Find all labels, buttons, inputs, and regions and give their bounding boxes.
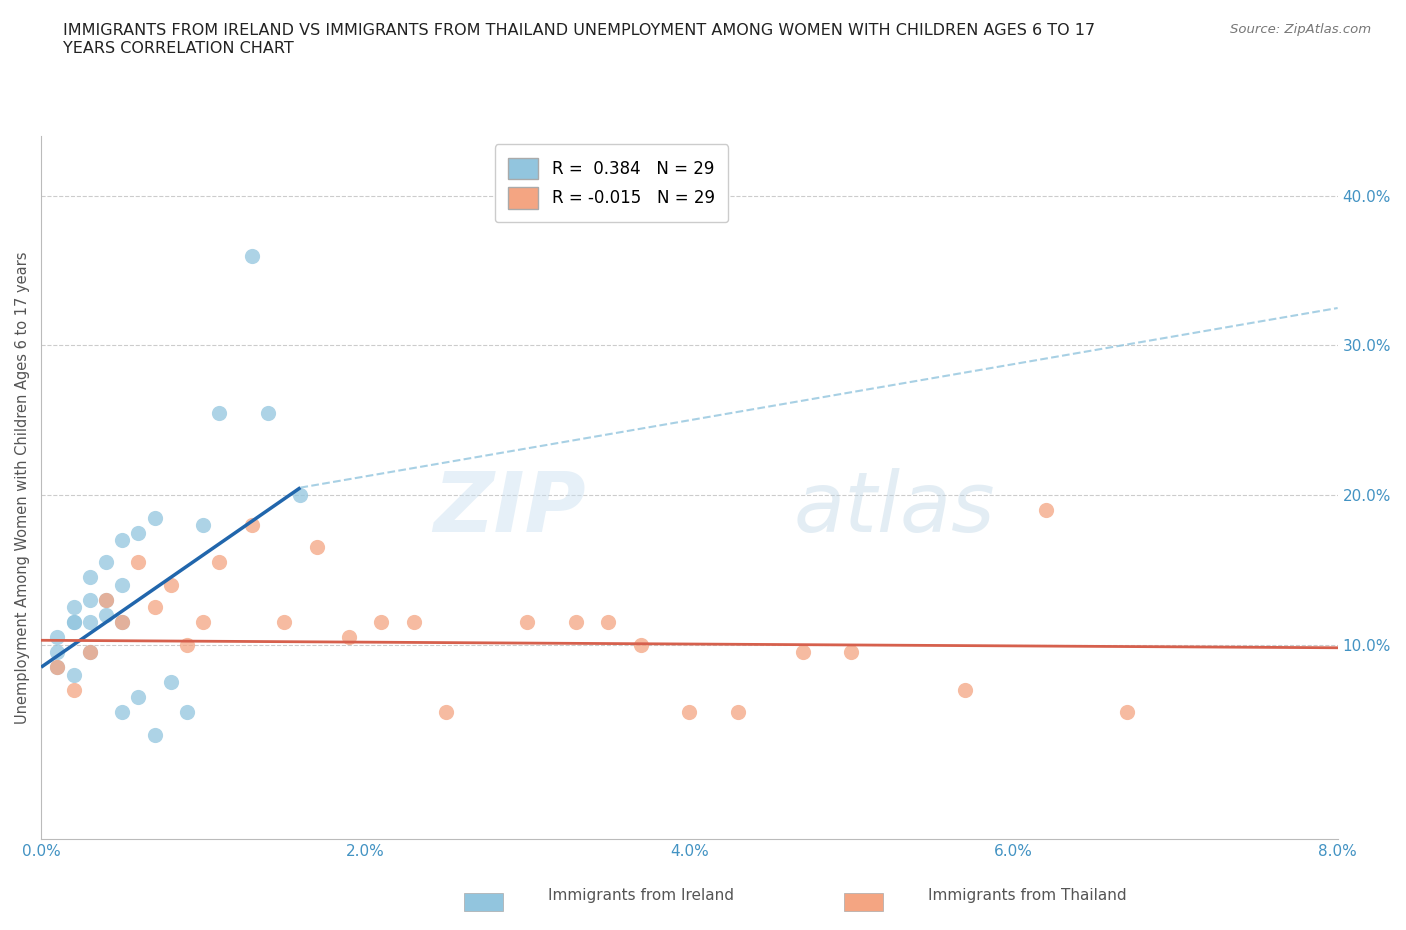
Point: [273, 615, 295, 630]
Point: [193, 518, 215, 533]
Point: [630, 637, 652, 652]
Point: [111, 578, 134, 592]
Text: IMMIGRANTS FROM IRELAND VS IMMIGRANTS FROM THAILAND UNEMPLOYMENT AMONG WOMEN WIT: IMMIGRANTS FROM IRELAND VS IMMIGRANTS FR…: [63, 23, 1095, 56]
Point: [79, 592, 101, 607]
Point: [111, 615, 134, 630]
Point: [46, 659, 69, 674]
Point: [62, 667, 84, 682]
Point: [62, 600, 84, 615]
Point: [79, 644, 101, 659]
Point: [841, 644, 863, 659]
Point: [176, 637, 198, 652]
Point: [111, 615, 134, 630]
Point: [46, 630, 69, 644]
Point: [159, 578, 181, 592]
Point: [176, 705, 198, 720]
Point: [727, 705, 749, 720]
Point: [46, 644, 69, 659]
Text: Immigrants from Ireland: Immigrants from Ireland: [548, 888, 734, 903]
Point: [1116, 705, 1139, 720]
Point: [193, 615, 215, 630]
Text: Immigrants from Thailand: Immigrants from Thailand: [928, 888, 1126, 903]
Point: [402, 615, 425, 630]
Point: [143, 600, 166, 615]
Point: [208, 405, 231, 420]
Point: [79, 644, 101, 659]
Point: [159, 675, 181, 690]
Point: [598, 615, 620, 630]
Point: [257, 405, 280, 420]
Point: [305, 540, 328, 555]
Text: atlas: atlas: [793, 468, 994, 550]
Point: [953, 683, 976, 698]
Point: [127, 690, 149, 705]
Point: [370, 615, 392, 630]
Point: [62, 683, 84, 698]
Y-axis label: Unemployment Among Women with Children Ages 6 to 17 years: Unemployment Among Women with Children A…: [15, 251, 30, 724]
Point: [240, 248, 263, 263]
Point: [678, 705, 700, 720]
Point: [143, 511, 166, 525]
Text: Source: ZipAtlas.com: Source: ZipAtlas.com: [1230, 23, 1371, 36]
Point: [127, 525, 149, 540]
Point: [94, 555, 117, 570]
Point: [46, 659, 69, 674]
Point: [1035, 502, 1057, 517]
Point: [94, 607, 117, 622]
Point: [127, 555, 149, 570]
Point: [62, 615, 84, 630]
Point: [792, 644, 814, 659]
Point: [240, 518, 263, 533]
Legend: R =  0.384   N = 29, R = -0.015   N = 29: R = 0.384 N = 29, R = -0.015 N = 29: [495, 144, 728, 222]
Point: [143, 727, 166, 742]
Point: [62, 615, 84, 630]
Point: [79, 615, 101, 630]
Point: [79, 570, 101, 585]
Point: [208, 555, 231, 570]
Point: [94, 592, 117, 607]
Point: [94, 592, 117, 607]
Point: [111, 533, 134, 548]
Point: [565, 615, 588, 630]
Point: [516, 615, 538, 630]
Point: [290, 487, 312, 502]
Point: [337, 630, 360, 644]
Point: [111, 705, 134, 720]
Point: [434, 705, 457, 720]
Text: ZIP: ZIP: [433, 468, 586, 550]
